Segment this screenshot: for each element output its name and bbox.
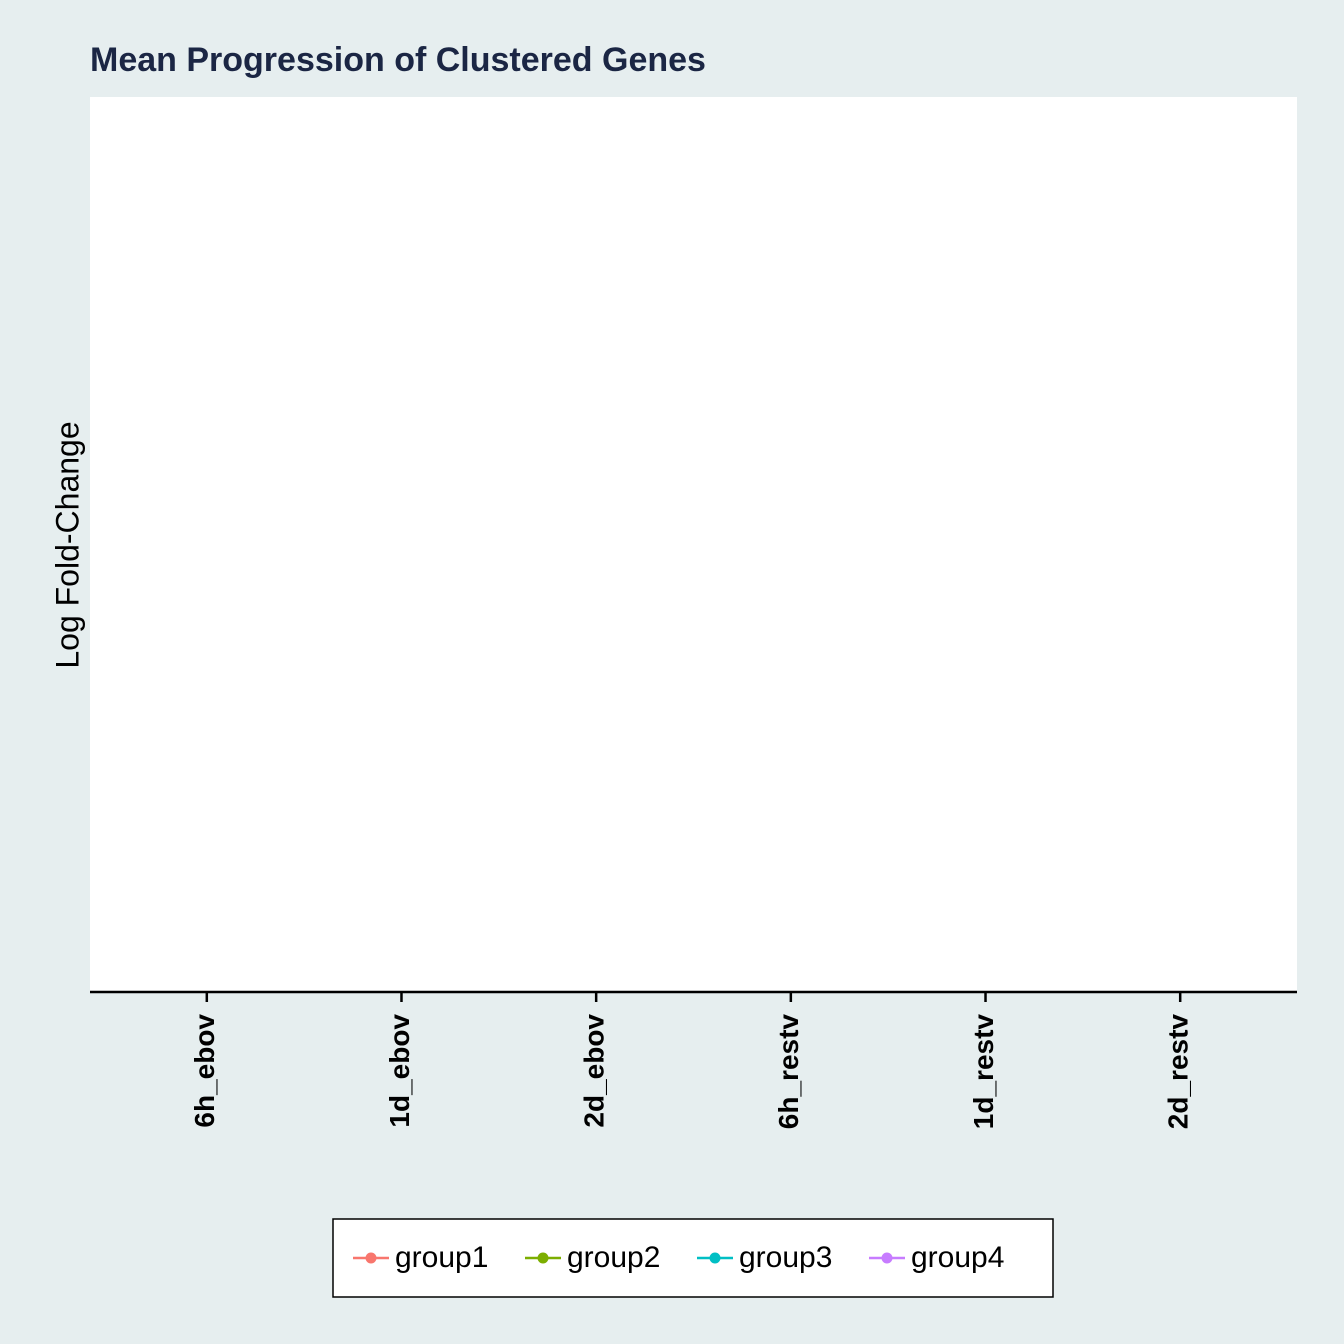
legend-swatch-dot (365, 1252, 377, 1264)
legend-swatch-dot (709, 1252, 721, 1264)
legend-label: group4 (911, 1241, 1004, 1274)
x-tick-label: 6h_ebov (189, 1014, 220, 1128)
legend-swatch-dot (881, 1252, 893, 1264)
x-tick-label: 6h_restv (773, 1014, 804, 1130)
chart-title: Mean Progression of Clustered Genes (90, 41, 706, 79)
legend-label: group3 (739, 1241, 832, 1274)
y-axis-label: Log Fold-Change (49, 421, 85, 668)
legend-label: group2 (567, 1241, 660, 1274)
x-tick-label: 2d_restv (1163, 1014, 1194, 1130)
legend-swatch-dot (537, 1252, 549, 1264)
x-tick-label: 2d_ebov (579, 1014, 610, 1128)
x-tick-label: 1d_ebov (384, 1014, 415, 1128)
plot-panel (90, 97, 1297, 992)
x-tick-label: 1d_restv (968, 1014, 999, 1130)
legend-label: group1 (395, 1241, 488, 1274)
legend-box (332, 1218, 1054, 1298)
